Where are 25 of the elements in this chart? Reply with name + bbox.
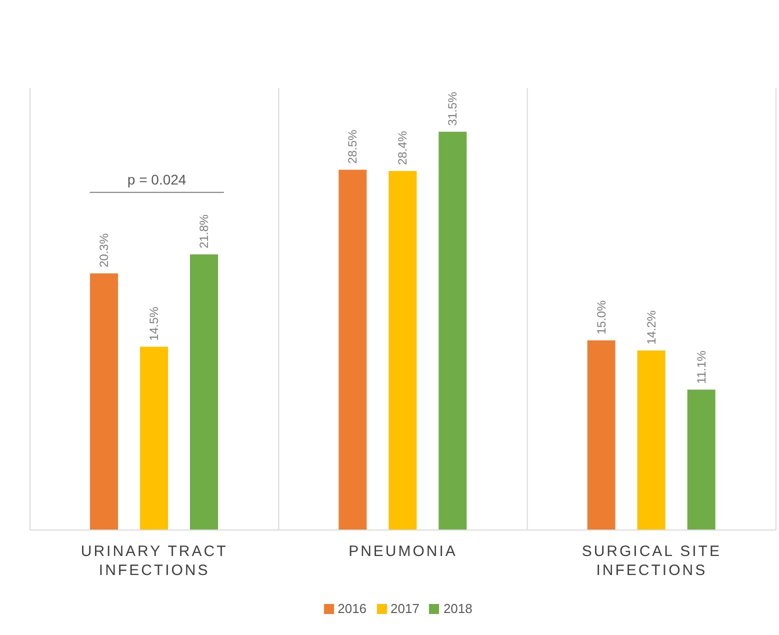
annotation: p = 0.024 bbox=[127, 171, 186, 188]
bar bbox=[587, 340, 616, 530]
legend-label: 2017 bbox=[390, 601, 420, 616]
bar bbox=[190, 254, 218, 530]
legend-label: 2018 bbox=[443, 601, 472, 616]
bar bbox=[637, 350, 666, 530]
data-label: 11.1% bbox=[694, 350, 708, 384]
data-label: 28.4% bbox=[396, 130, 410, 165]
bar bbox=[140, 346, 168, 530]
data-label: 14.2% bbox=[644, 310, 658, 344]
bar bbox=[388, 170, 417, 530]
x-tick-label: SURGICAL SITE INFECTIONS bbox=[582, 543, 722, 579]
data-label: 21.8% bbox=[197, 214, 211, 248]
x-tick-label: PNEUMONIA bbox=[348, 543, 458, 560]
legend-label: 2016 bbox=[338, 601, 367, 616]
data-label: 20.3% bbox=[97, 233, 111, 268]
bar bbox=[687, 390, 716, 530]
bar bbox=[338, 170, 367, 530]
bar bbox=[438, 132, 467, 530]
bar bbox=[90, 273, 118, 530]
data-label: 28.5% bbox=[346, 129, 360, 164]
data-label: 31.5% bbox=[446, 91, 460, 126]
data-label: 15.0% bbox=[594, 300, 608, 334]
data-label: 14.5% bbox=[147, 306, 161, 341]
x-tick-label: URINARY TRACT INFECTIONS bbox=[80, 543, 228, 579]
